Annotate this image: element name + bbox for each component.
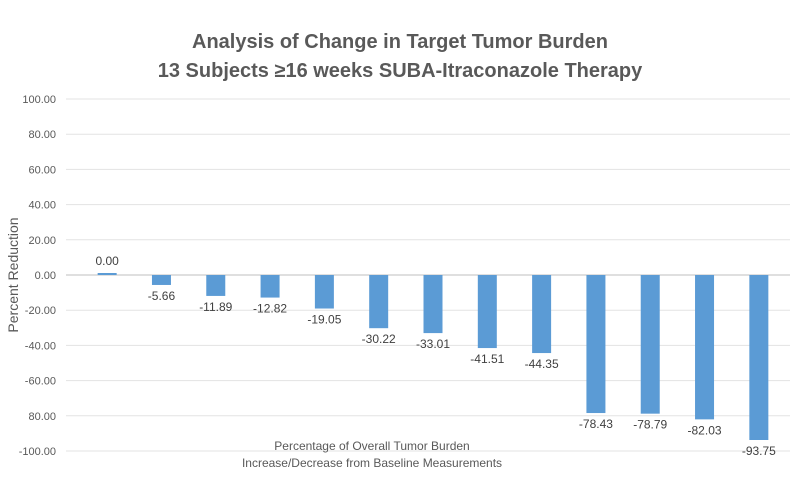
y-tick-label: 20.00 [28, 235, 56, 247]
y-axis-title: Percent Reduction [5, 217, 21, 332]
data-labels: 0.00 -5.66 -11.89 -12.82 -19.05 -30.22 -33.01 -… [95, 254, 776, 458]
y-tick-label: 80.00 [28, 411, 56, 423]
bar [586, 275, 606, 414]
bar [749, 275, 769, 440]
y-axis-tick-labels: 100.00 80.00 60.00 40.00 20.00 0.00 -20.00 -40.… [19, 94, 56, 458]
bars [97, 273, 769, 440]
bar [151, 275, 171, 285]
bar [260, 275, 280, 298]
y-tick-label: -100.00 [19, 446, 56, 458]
data-label: -19.05 [307, 313, 341, 327]
bar [695, 275, 715, 420]
data-label: -44.35 [525, 357, 559, 371]
y-tick-label: 40.00 [28, 200, 56, 212]
y-tick-label: 100.00 [22, 94, 56, 106]
y-tick-label: -60.00 [25, 376, 56, 388]
bar [640, 275, 660, 414]
y-tick-label: -40.00 [25, 340, 56, 352]
data-label: -82.03 [688, 423, 722, 437]
data-label: -5.66 [148, 289, 176, 303]
x-axis-note-line-2: Increase/Decrease from Baseline Measurem… [242, 456, 502, 470]
data-label: 0.00 [95, 254, 119, 268]
chart-title-line-1: Analysis of Change in Target Tumor Burde… [192, 31, 608, 53]
data-label: -93.75 [742, 444, 776, 458]
x-axis-note-line-1: Percentage of Overall Tumor Burden [274, 439, 469, 453]
bar [477, 275, 497, 349]
data-label: -30.22 [362, 332, 396, 346]
bar [314, 275, 334, 309]
data-label: -11.89 [199, 300, 232, 314]
y-tick-label: -20.00 [25, 305, 56, 317]
y-tick-label: 60.00 [28, 164, 56, 176]
data-label: -78.43 [579, 417, 613, 431]
bar [369, 275, 389, 329]
data-label: -33.01 [416, 337, 450, 351]
y-tick-label: 80.00 [28, 129, 56, 141]
data-label: -12.82 [253, 302, 287, 316]
data-label: -41.51 [470, 352, 504, 366]
bar [97, 273, 117, 275]
data-label: -78.79 [633, 418, 667, 432]
bar [532, 275, 552, 354]
bar [423, 275, 443, 334]
bar [206, 275, 226, 296]
chart-title-line-2: 13 Subjects ≥16 weeks SUBA-Itraconazole … [158, 60, 643, 82]
y-tick-label: 0.00 [35, 270, 56, 282]
